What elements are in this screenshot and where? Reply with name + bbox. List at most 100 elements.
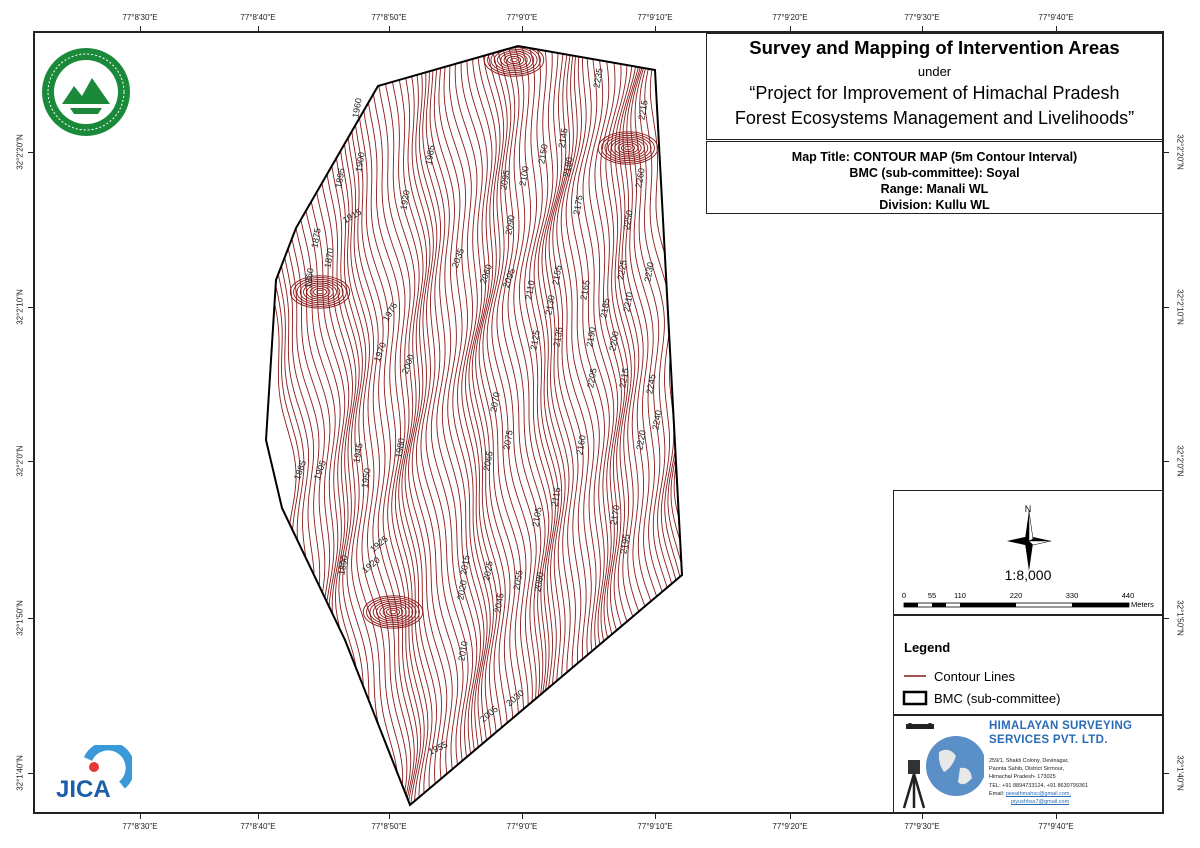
contour-line bbox=[438, 46, 488, 805]
contour-knot bbox=[614, 140, 642, 156]
contour-line bbox=[406, 46, 459, 805]
legend-title: Legend bbox=[904, 640, 951, 655]
longitude-label: 77°9'10"E bbox=[637, 13, 673, 22]
latitude-label: 32°2'10"N bbox=[15, 289, 25, 325]
bmc-name: BMC (sub-committee): Soyal bbox=[849, 166, 1020, 180]
contour-knot bbox=[312, 287, 328, 297]
contour-line bbox=[371, 46, 429, 805]
contour-knot bbox=[607, 136, 649, 160]
contour-line bbox=[630, 46, 682, 805]
grid-tick bbox=[522, 814, 523, 819]
contour-line bbox=[325, 46, 383, 805]
grid-tick bbox=[922, 26, 923, 31]
grid-tick bbox=[258, 26, 259, 31]
grid-tick bbox=[258, 814, 259, 819]
contour-line bbox=[500, 46, 553, 805]
contour-line bbox=[335, 46, 394, 805]
grid-tick bbox=[389, 26, 390, 31]
email-label: Email: bbox=[989, 790, 1005, 797]
contour-line bbox=[346, 46, 408, 805]
project-line-1: “Project for Improvement of Himachal Pra… bbox=[749, 83, 1120, 103]
contour-knot bbox=[497, 50, 531, 70]
contour-line bbox=[388, 46, 442, 805]
contour-line bbox=[486, 46, 536, 805]
contour-line bbox=[425, 46, 478, 805]
contour-knot bbox=[483, 46, 545, 77]
latitude-label: 32°2'0"N bbox=[1175, 445, 1185, 477]
bmc-boundary-swatch bbox=[902, 690, 928, 706]
contour-knot bbox=[503, 54, 525, 66]
grid-tick bbox=[1056, 26, 1057, 31]
contour-knot bbox=[306, 284, 334, 300]
company-address: 259/1, Shakti Colony, Devinagar, Paonta … bbox=[989, 757, 1088, 806]
longitude-label: 77°8'30"E bbox=[122, 13, 158, 22]
contour-line bbox=[354, 46, 415, 805]
contour-knot bbox=[500, 52, 528, 68]
longitude-label: 77°9'0"E bbox=[506, 822, 538, 831]
longitude-label: 77°9'0"E bbox=[506, 13, 538, 22]
contour-knot bbox=[624, 145, 632, 151]
contour-knot bbox=[372, 600, 414, 624]
grid-tick bbox=[28, 773, 33, 774]
scale-bar-label: 0 bbox=[901, 591, 907, 600]
contour-line bbox=[288, 46, 342, 805]
email-link-2[interactable]: piyushhss7@gmail.com bbox=[1011, 799, 1070, 806]
contour-line bbox=[443, 46, 491, 805]
grid-tick bbox=[1164, 618, 1169, 619]
longitude-label: 77°8'40"E bbox=[240, 13, 276, 22]
contour-line bbox=[518, 46, 569, 805]
longitude-label: 77°8'50"E bbox=[371, 13, 407, 22]
contour-line bbox=[472, 46, 516, 805]
address-line: Paonta Sahib, District Sirmour, bbox=[989, 766, 1064, 773]
contour-line bbox=[490, 46, 542, 805]
contour-line bbox=[460, 46, 503, 805]
grid-tick bbox=[1164, 773, 1169, 774]
contour-line bbox=[454, 46, 498, 805]
scale-ratio: 1:8,000 bbox=[1004, 567, 1052, 583]
contour-knot bbox=[604, 134, 652, 162]
project-line-2: Forest Ecosystems Management and Livelih… bbox=[734, 108, 1135, 128]
contour-line bbox=[411, 46, 464, 805]
contour-knot bbox=[296, 278, 344, 306]
contour-knot bbox=[389, 609, 397, 615]
longitude-label: 77°8'50"E bbox=[371, 822, 407, 831]
contour-line bbox=[506, 46, 558, 805]
email-link-1[interactable]: peeathmahsc@gmail.com, bbox=[1005, 790, 1072, 797]
contour-line bbox=[270, 46, 317, 805]
contour-line bbox=[644, 46, 682, 805]
contour-line bbox=[421, 46, 474, 805]
latitude-label: 32°2'10"N bbox=[1175, 289, 1185, 325]
contour-line bbox=[655, 46, 682, 805]
grid-tick bbox=[655, 26, 656, 31]
contour-knot bbox=[303, 282, 337, 302]
scale-bar bbox=[903, 602, 1130, 608]
contour-knot bbox=[379, 604, 407, 620]
grid-tick bbox=[28, 618, 33, 619]
contour-line bbox=[466, 46, 509, 805]
longitude-label: 77°8'40"E bbox=[240, 822, 276, 831]
bmc-boundary bbox=[264, 44, 684, 807]
company-name: HIMALAYAN SURVEYING SERVICES PVT. LTD. bbox=[989, 719, 1132, 747]
contour-knot bbox=[382, 606, 404, 618]
contour-line bbox=[529, 46, 580, 805]
grid-tick bbox=[28, 461, 33, 462]
grid-tick bbox=[1164, 152, 1169, 153]
contour-line bbox=[319, 46, 377, 805]
latitude-label: 32°1'50"N bbox=[15, 600, 25, 636]
contour-line bbox=[273, 46, 322, 805]
contour-knot bbox=[601, 133, 655, 163]
longitude-label: 77°9'20"E bbox=[772, 822, 808, 831]
contour-knot bbox=[487, 46, 541, 75]
grid-tick bbox=[522, 26, 523, 31]
scale-bar-label: 440 bbox=[1121, 591, 1135, 600]
latitude-label: 32°1'40"N bbox=[1175, 755, 1185, 791]
grid-tick bbox=[28, 152, 33, 153]
scale-bar-label: 110 bbox=[954, 591, 966, 600]
contour-line bbox=[570, 46, 631, 805]
contour-knot bbox=[385, 607, 401, 617]
latitude-label: 32°2'0"N bbox=[15, 445, 25, 477]
contour-line bbox=[362, 46, 422, 805]
grid-tick bbox=[140, 26, 141, 31]
map-info-panel: Map Title: CONTOUR MAP (5m Contour Inter… bbox=[706, 141, 1163, 214]
